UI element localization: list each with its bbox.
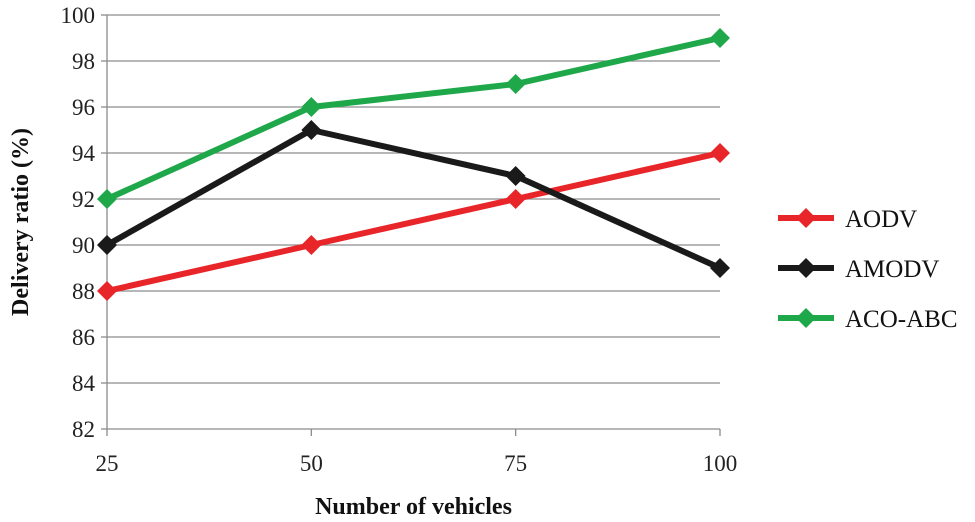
data-point	[505, 74, 526, 94]
y-tick-labels: 82 84 86 88 90 92 94 96 98 100	[61, 3, 96, 442]
data-point	[97, 281, 117, 301]
series-aodv	[97, 143, 730, 301]
data-point	[505, 166, 526, 186]
legend-marker	[796, 308, 816, 328]
series-line	[105, 35, 721, 202]
y-tick-label: 88	[72, 279, 95, 304]
series-line	[105, 127, 722, 271]
y-tick-label: 100	[61, 3, 96, 28]
data-point	[97, 189, 117, 209]
legend-marker	[796, 258, 816, 278]
legend-item: AMODV	[778, 256, 939, 283]
data-point	[505, 189, 526, 209]
series-amodv	[97, 120, 730, 278]
series-group	[97, 28, 730, 301]
x-tick-label: 100	[703, 451, 738, 476]
y-tick-label: 92	[72, 187, 95, 212]
legend-label: ACO-ABC	[845, 306, 958, 333]
series-line	[106, 150, 721, 294]
y-tick-label: 90	[72, 233, 95, 258]
data-point	[710, 258, 730, 278]
legend-label: AODV	[845, 206, 917, 233]
legend-marker	[796, 208, 816, 228]
y-tick-label: 86	[72, 325, 95, 350]
x-tick-label: 50	[300, 451, 323, 476]
legend-label: AMODV	[845, 256, 939, 283]
legend-item: ACO-ABC	[778, 306, 958, 333]
legend: AODV AMODV ACO-ABC	[778, 206, 958, 333]
data-point	[301, 235, 322, 255]
x-tick-label: 25	[96, 451, 119, 476]
data-point	[97, 235, 117, 255]
y-tick-label: 96	[72, 95, 95, 120]
y-tick-label: 84	[72, 371, 96, 396]
gridlines	[107, 14, 720, 384]
y-tick-label: 94	[72, 141, 96, 166]
data-point	[301, 97, 322, 117]
x-tick-labels: 25 50 75 100	[96, 451, 738, 476]
x-axis-title: Number of vehicles	[315, 494, 512, 520]
x-tick-label: 75	[504, 451, 527, 476]
legend-item: AODV	[778, 206, 917, 233]
y-tick-label: 98	[72, 49, 95, 74]
y-tick-label: 82	[72, 417, 95, 442]
y-axis-title: Delivery ratio (%)	[8, 128, 34, 316]
data-point	[710, 143, 730, 163]
data-point	[301, 120, 322, 140]
series-aco-abc	[97, 28, 730, 209]
data-point	[710, 28, 730, 48]
